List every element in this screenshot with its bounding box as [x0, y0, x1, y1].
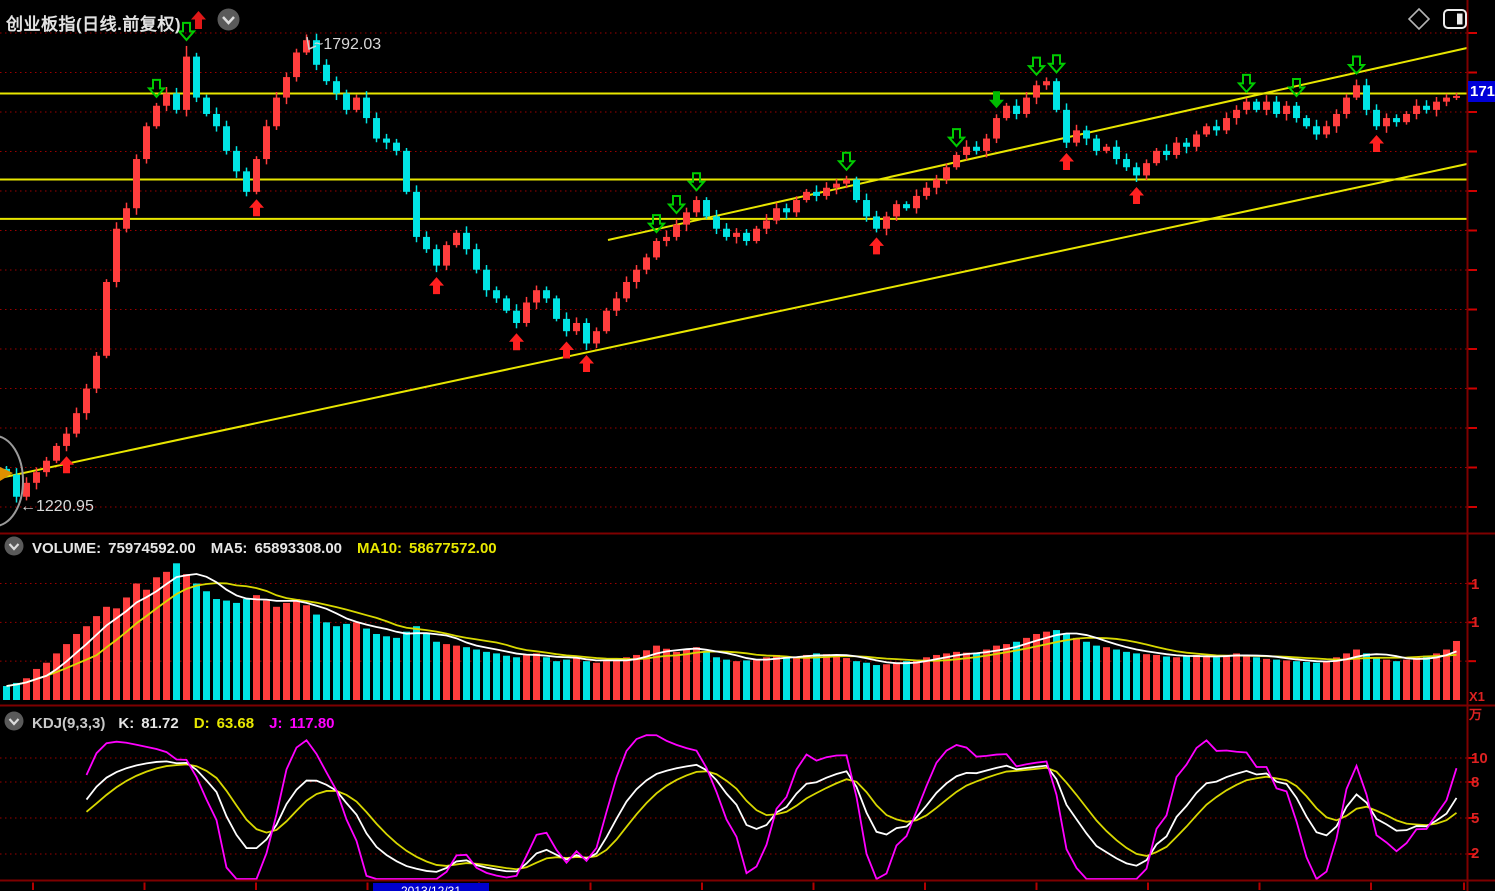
window-tools — [1406, 6, 1469, 37]
buy-arrow-icon — [1369, 134, 1384, 152]
sell-arrow-hollow-icon — [836, 151, 857, 172]
volume-ma10-line — [6, 582, 1457, 687]
page-title: 创业板指(日线.前复权) — [6, 14, 182, 34]
gridlines — [0, 32, 1477, 855]
ma10-value: 58677572.00 — [409, 539, 497, 557]
sell-arrow-hollow-icon — [146, 78, 167, 99]
drawn-ellipse-annotation[interactable] — [0, 435, 24, 527]
buy-arrow-icon — [559, 341, 574, 359]
sell-arrow-hollow-icon — [1346, 55, 1367, 76]
collapse-kdj-button[interactable] — [3, 710, 25, 736]
buy-arrow-icon — [579, 355, 594, 373]
low-price-annotation: ←1220.95 — [20, 498, 94, 515]
ma10-label: MA10: — [357, 539, 403, 557]
volume-unit-label: X1万 — [1469, 689, 1485, 722]
buy-arrow-icon — [869, 237, 884, 255]
sell-arrow-hollow-icon — [686, 172, 707, 192]
buy-arrow-icon — [59, 456, 74, 474]
trend-up-icon — [190, 10, 207, 35]
kdj-j-line — [85, 734, 1458, 881]
signal-markers — [59, 21, 1384, 474]
sell-arrow-hollow-icon — [1236, 73, 1257, 94]
high-annotation-leader — [306, 36, 317, 51]
axis-label: 10 — [1471, 750, 1488, 767]
current-price-tag: 171 — [1468, 81, 1495, 102]
sell-arrow-filled-icon — [989, 91, 1004, 109]
axis-label: 1 — [1471, 614, 1480, 631]
buy-arrow-icon — [1129, 187, 1144, 204]
high-price-annotation: ~1792.03 — [314, 36, 382, 53]
buy-arrow-icon — [429, 277, 444, 295]
diamond-icon[interactable] — [1406, 6, 1432, 37]
sell-arrow-hollow-icon — [176, 21, 197, 42]
kdj-lines — [85, 734, 1458, 881]
volume-value: 75974592.00 — [108, 539, 196, 557]
title-bar: 创业板指(日线.前复权) — [6, 7, 241, 37]
axis-label: 8 — [1471, 774, 1480, 791]
split-panel-icon[interactable] — [1442, 6, 1469, 37]
sell-arrow-hollow-icon — [1026, 56, 1047, 77]
j-value: 117.80 — [289, 714, 335, 732]
candles — [3, 33, 1460, 503]
volume-header: VOLUME: 75974592.00 MA5: 65893308.00 MA1… — [3, 535, 497, 561]
volume-ma5-line — [6, 573, 1457, 687]
k-value: 81.72 — [141, 714, 179, 732]
sell-arrow-hollow-icon — [1046, 54, 1067, 74]
drawn-arrowhead-annotation — [0, 467, 13, 481]
d-value: 63.68 — [216, 714, 255, 732]
collapse-main-button[interactable] — [216, 7, 241, 37]
d-label: D: — [193, 714, 210, 732]
sell-arrow-hollow-icon — [1286, 78, 1307, 98]
axis-label: 5 — [1471, 810, 1480, 827]
kdj-header: KDJ(9,3,3) K: 81.72 D: 63.68 J: 117.80 — [3, 710, 335, 736]
j-label: J: — [269, 714, 283, 732]
ma5-label: MA5: — [210, 539, 248, 557]
axis-label: 1 — [1471, 576, 1480, 593]
axis-label: 2 — [1471, 845, 1480, 862]
sell-arrow-hollow-icon — [666, 195, 687, 215]
sell-arrow-hollow-icon — [646, 214, 667, 234]
collapse-volume-button[interactable] — [3, 535, 25, 561]
kdj-k-line — [85, 760, 1458, 873]
buy-arrow-icon — [249, 199, 264, 217]
buy-arrow-icon — [1059, 152, 1074, 170]
kdj-d-line — [85, 763, 1458, 871]
volume-bars — [3, 563, 1460, 700]
kdj-indicator-label: KDJ(9,3,3) — [32, 714, 106, 732]
volume-label: VOLUME: — [32, 539, 102, 557]
ma5-value: 65893308.00 — [254, 539, 343, 557]
buy-arrow-icon — [509, 333, 524, 351]
sell-arrow-hollow-icon — [946, 128, 967, 148]
date-tag: 2013/12/31 — [373, 883, 489, 891]
k-label: K: — [118, 714, 135, 732]
